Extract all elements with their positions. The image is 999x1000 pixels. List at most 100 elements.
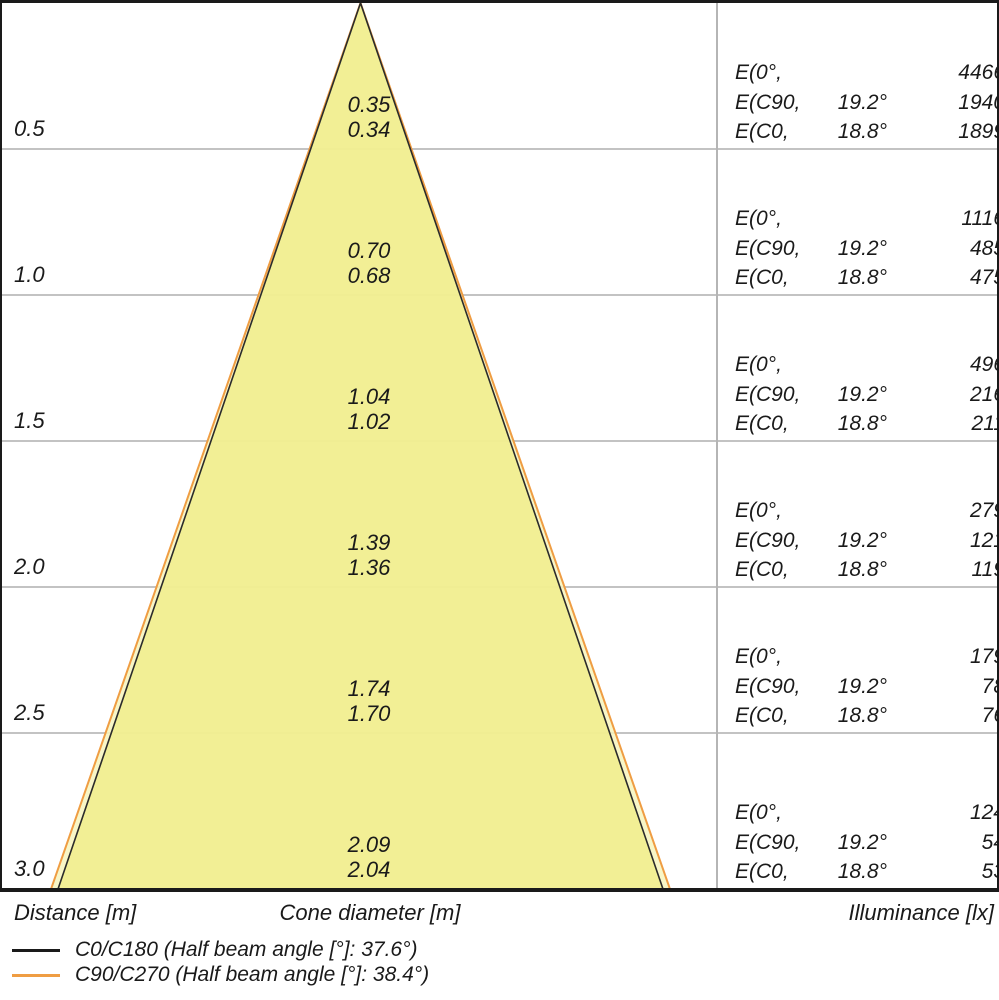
e-angle: 18.8° [837, 266, 887, 289]
e-value: 1116 [961, 207, 999, 230]
illuminance-axis-label: Illuminance [lx] [848, 900, 994, 925]
cone-diameter-values: 0.70 0.68 [281, 238, 457, 288]
e-angle: 18.8° [837, 412, 887, 435]
e-angle: 19.2° [837, 528, 887, 552]
illuminance-row-ec0: E(C0, 18.8° 1899 [735, 115, 999, 145]
gridline-1.0m [0, 294, 999, 296]
cone-diagram-chart-area: 0.5 0.35 0.34 E(0°, 4466 E(C90, 19.2° 19… [0, 0, 999, 892]
distance-tick: 2.0 [14, 554, 45, 579]
e-value: 1940 [958, 90, 999, 114]
illuminance-cell: E(0°, 1116 E(C90, 19.2° 485 E(C0, 18.8° … [735, 202, 999, 291]
illuminance-cell: E(0°, 496 E(C90, 19.2° 216 E(C0, 18.8° 2… [735, 348, 999, 437]
distance-tick: 1.5 [14, 408, 45, 433]
e-angle: 18.8° [837, 120, 887, 143]
chart-border-top [0, 0, 999, 3]
e-value: 119 [971, 558, 999, 581]
distance-tick: 2.5 [14, 700, 45, 725]
e-label: E(C0, [735, 266, 789, 289]
illuminance-row-ec90: E(C90, 19.2° 78 [735, 669, 999, 699]
table-vertical-divider [716, 2, 718, 888]
light-cone-svg [48, 0, 673, 892]
cone-diameter-values: 2.09 2.04 [281, 832, 457, 882]
e-value: 76 [981, 704, 999, 727]
e-angle: 19.2° [837, 90, 887, 114]
cone-diameter-values: 1.04 1.02 [281, 384, 457, 434]
e-label: E(C90, [735, 674, 801, 698]
c90-c270-line-swatch [12, 974, 60, 977]
e-value: 53 [981, 860, 999, 883]
chart-border-left [0, 0, 2, 892]
e-value: 179 [969, 645, 999, 668]
illuminance-row-e0: E(0°, 4466 [735, 56, 999, 86]
e-angle: 19.2° [837, 236, 887, 260]
legend-label: C0/C180 (Half beam angle [°]: 37.6°) [75, 938, 418, 961]
cone-diameter-c90: 1.04 [347, 384, 391, 409]
e-label: E(0°, [735, 499, 782, 522]
e-value: 121 [969, 528, 999, 552]
cone-diameter-values: 0.35 0.34 [281, 92, 457, 142]
cone-diameter-values: 1.74 1.70 [281, 676, 457, 726]
cone-diameter-values: 1.39 1.36 [281, 530, 457, 580]
e-angle: 18.8° [837, 860, 887, 883]
e-label: E(0°, [735, 645, 782, 668]
illuminance-row-ec90: E(C90, 19.2° 485 [735, 231, 999, 261]
e-value: 54 [981, 830, 999, 854]
illuminance-row-ec0: E(C0, 18.8° 475 [735, 261, 999, 291]
distance-tick: 1.0 [14, 262, 45, 287]
cone-diameter-axis-label: Cone diameter [m] [279, 900, 461, 925]
distance-tick: 3.0 [14, 856, 45, 881]
chart-border-bottom [0, 888, 999, 892]
legend-label: C90/C270 (Half beam angle [°]: 38.4°) [75, 963, 430, 986]
e-value: 124 [969, 801, 999, 824]
illuminance-row-e0: E(0°, 1116 [735, 202, 999, 232]
e-label: E(C0, [735, 558, 789, 581]
e-value: 1899 [958, 120, 999, 143]
illuminance-cell: E(0°, 124 E(C90, 19.2° 54 E(C0, 18.8° 53 [735, 796, 999, 885]
e-value: 216 [969, 382, 999, 406]
e-label: E(C90, [735, 382, 801, 406]
e-value: 4466 [958, 61, 999, 84]
e-angle: 18.8° [837, 704, 887, 727]
e-label: E(0°, [735, 801, 782, 824]
e-value: 496 [969, 353, 999, 376]
e-label: E(0°, [735, 61, 782, 84]
illuminance-row-ec0: E(C0, 18.8° 76 [735, 699, 999, 729]
legend: C0/C180 (Half beam angle [°]: 37.6°) C90… [0, 938, 999, 988]
cone-diameter-c90: 2.09 [347, 832, 391, 857]
e-label: E(0°, [735, 207, 782, 230]
cone-diameter-c0: 1.02 [347, 409, 391, 434]
illuminance-row-ec90: E(C90, 19.2° 216 [735, 377, 999, 407]
e-value: 211 [971, 412, 999, 435]
illuminance-cell: E(0°, 4466 E(C90, 19.2° 1940 E(C0, 18.8°… [735, 56, 999, 145]
cone-diameter-c90: 1.74 [347, 676, 391, 701]
cone-diameter-c0: 0.68 [347, 263, 391, 288]
illuminance-row-e0: E(0°, 179 [735, 640, 999, 670]
e-angle: 19.2° [837, 830, 887, 854]
legend-item-c90-c270: C90/C270 (Half beam angle [°]: 38.4°) [0, 963, 999, 988]
e-label: E(C0, [735, 120, 789, 143]
illuminance-row-e0: E(0°, 279 [735, 494, 999, 524]
e-value: 78 [981, 674, 999, 698]
distance-tick: 0.5 [14, 116, 45, 141]
cone-diameter-c90: 1.39 [347, 530, 391, 555]
illuminance-row-ec90: E(C90, 19.2° 54 [735, 825, 999, 855]
e-angle: 18.8° [837, 558, 887, 581]
e-value: 475 [969, 266, 999, 289]
cone-c0-c180 [56, 0, 665, 892]
illuminance-row-ec90: E(C90, 19.2° 1940 [735, 85, 999, 115]
illuminance-row-ec0: E(C0, 18.8° 53 [735, 855, 999, 885]
e-label: E(C90, [735, 236, 801, 260]
cone-diameter-c90: 0.70 [347, 238, 391, 263]
illuminance-row-ec0: E(C0, 18.8° 211 [735, 407, 999, 437]
cone-diameter-c0: 1.36 [347, 555, 391, 580]
cone-diameter-c90: 0.35 [347, 92, 391, 117]
e-label: E(C0, [735, 704, 789, 727]
e-label: E(C0, [735, 412, 789, 435]
e-label: E(C90, [735, 830, 801, 854]
cone-diameter-c0: 2.04 [347, 857, 391, 882]
e-value: 279 [969, 499, 999, 522]
illuminance-row-e0: E(0°, 496 [735, 348, 999, 378]
illuminance-cell: E(0°, 279 E(C90, 19.2° 121 E(C0, 18.8° 1… [735, 494, 999, 583]
e-angle: 19.2° [837, 674, 887, 698]
illuminance-cell: E(0°, 179 E(C90, 19.2° 78 E(C0, 18.8° 76 [735, 640, 999, 729]
